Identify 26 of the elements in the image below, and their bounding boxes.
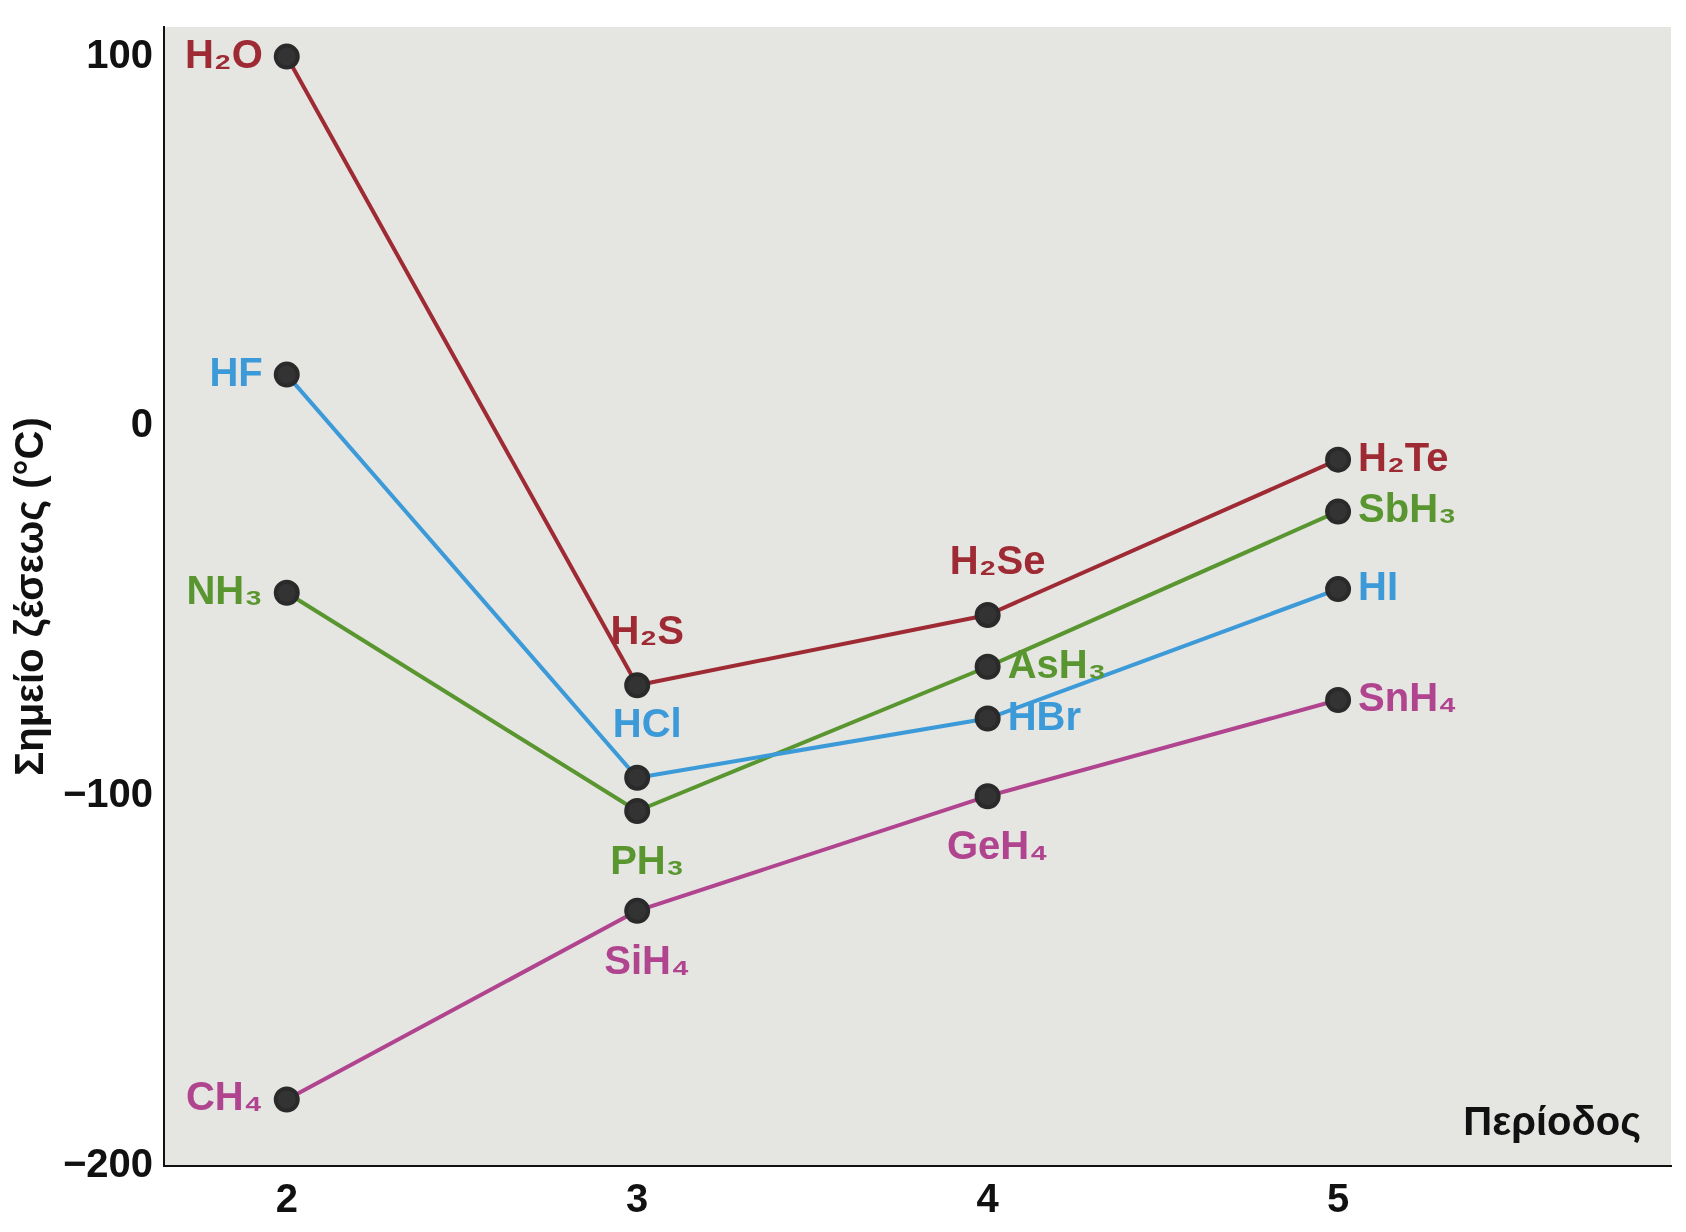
annotation: HBr xyxy=(1007,693,1081,738)
annotation: H₂Te xyxy=(1358,434,1449,479)
y-tick-label: 0 xyxy=(130,401,154,446)
y-tick-label: −100 xyxy=(62,771,154,816)
annotation: SiH₄ xyxy=(604,937,691,982)
annotation: H₂O xyxy=(184,31,263,76)
annotation: PH₃ xyxy=(610,838,685,883)
annotation: CH₄ xyxy=(185,1074,263,1119)
annotation: HF xyxy=(209,349,263,394)
y-tick-label: 100 xyxy=(86,31,154,76)
annotation: HI xyxy=(1358,564,1399,609)
y-axis-title: Σημείο ζέσεως (°C) xyxy=(7,417,53,776)
annotation: H₂S xyxy=(610,608,684,653)
annotation: NH₃ xyxy=(186,567,263,612)
x-tick-label: 4 xyxy=(976,1176,1000,1221)
x-axis-title: Περίοδος xyxy=(1463,1099,1641,1145)
annotation: H₂Se xyxy=(949,538,1046,583)
x-tick-label: 5 xyxy=(1326,1176,1350,1221)
annotation: GeH₄ xyxy=(946,823,1049,868)
annotation: AsH₃ xyxy=(1007,641,1107,686)
annotation: SbH₃ xyxy=(1358,486,1457,531)
annotation: HCl xyxy=(612,700,682,745)
x-tick-label: 3 xyxy=(626,1176,649,1221)
annotation: SnH₄ xyxy=(1358,675,1458,720)
y-tick-label: −200 xyxy=(62,1141,154,1186)
x-tick-label: 2 xyxy=(275,1176,298,1221)
